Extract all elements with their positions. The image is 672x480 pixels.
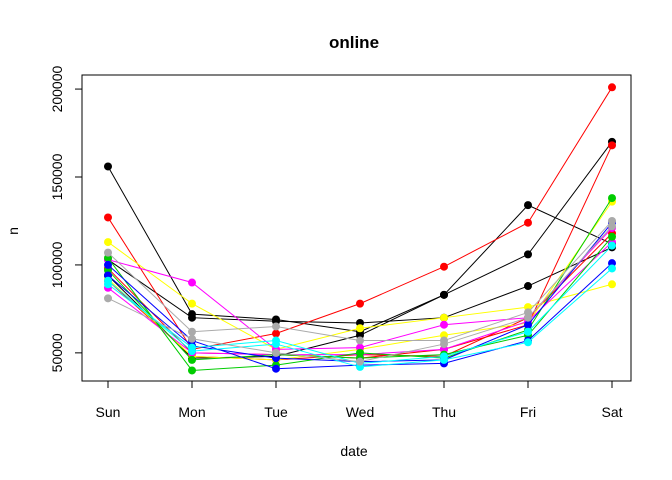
data-point [272,348,280,357]
data-point [188,313,196,322]
series-18 [104,222,616,366]
y-axis-ticks: 50000 100000 150000 200000 [49,65,82,372]
data-point [524,250,532,259]
y-axis-label: n [5,227,21,235]
data-point [188,299,196,308]
data-point [524,282,532,291]
data-point [524,338,532,347]
x-tick-label: Sun [96,404,121,420]
data-point [104,248,112,257]
data-point [440,320,448,329]
x-tick-label: Thu [432,404,456,420]
series-2 [104,243,616,327]
data-point [440,313,448,322]
data-point [188,334,196,343]
data-point [104,260,112,269]
data-point [524,320,532,329]
data-point [608,222,616,231]
data-point [188,327,196,336]
data-point [440,262,448,271]
data-point [608,83,616,92]
x-tick-label: Mon [178,404,205,420]
data-point [440,352,448,361]
data-point [608,280,616,289]
data-point [608,264,616,273]
y-tick-label: 150000 [49,153,65,200]
data-point [104,162,112,171]
data-point [104,294,112,303]
data-point [272,364,280,373]
data-point [356,336,364,345]
x-axis-ticks: Sun Mon Tue Wed Thu Fri Sat [96,381,623,420]
data-point [272,336,280,345]
data-point [104,213,112,222]
data-point [524,201,532,210]
data-point [608,232,616,241]
chart-title: online [329,33,379,52]
data-point [356,324,364,333]
data-point [272,329,280,338]
data-point [524,327,532,336]
x-tick-label: Sat [601,404,622,420]
data-point [524,218,532,227]
data-point [188,343,196,352]
x-tick-label: Wed [346,404,375,420]
data-point [440,290,448,299]
data-point [188,278,196,287]
data-point [104,280,112,289]
data-point [440,340,448,349]
data-point [356,299,364,308]
y-tick-label: 100000 [49,241,65,288]
data-point [272,322,280,331]
x-tick-label: Fri [520,404,536,420]
x-axis-label: date [340,443,367,459]
series-layer [104,83,616,375]
x-tick-label: Tue [264,404,288,420]
y-tick-label: 200000 [49,65,65,112]
data-point [188,355,196,364]
data-point [524,313,532,322]
y-tick-label: 50000 [49,333,65,372]
data-point [608,194,616,203]
data-point [608,141,616,150]
data-point [104,238,112,247]
data-point [188,366,196,375]
data-point [608,241,616,250]
data-point [356,357,364,366]
